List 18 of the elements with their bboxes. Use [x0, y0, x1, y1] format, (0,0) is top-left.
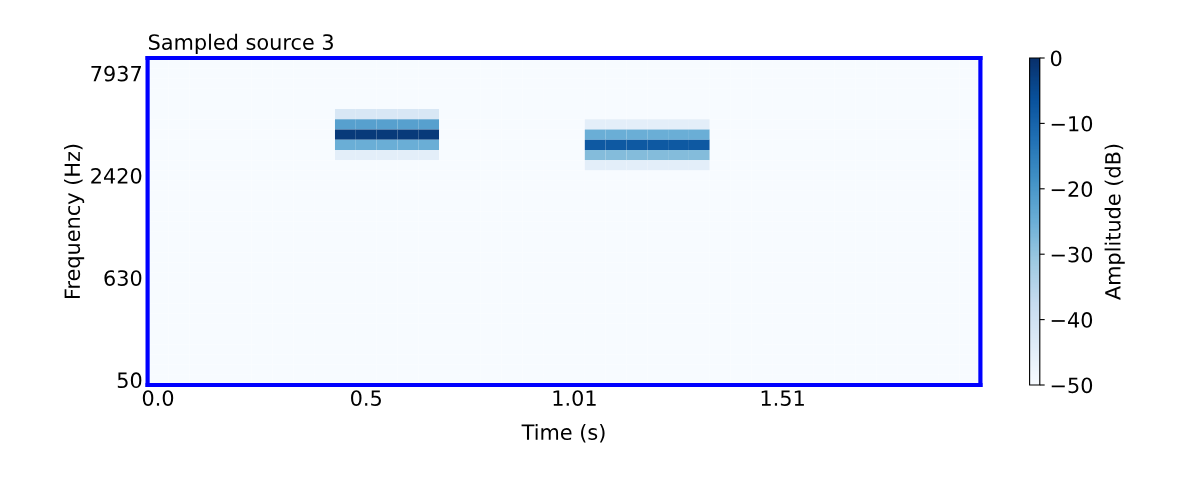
color-bar-title: Amplitude (dB) — [1104, 144, 1125, 300]
color-bar-label: 0 — [1050, 50, 1062, 67]
y-tick-label: 7937 — [91, 65, 141, 82]
color-bar-label: −10 — [1051, 115, 1093, 132]
color-bar-label: −50 — [1051, 377, 1093, 394]
y-tick-label: 50 — [117, 372, 142, 389]
y-axis-title: Frequency (Hz) — [64, 144, 85, 299]
x-tick-label: 0.5 — [351, 390, 381, 406]
x-tick-label: 1.51 — [761, 390, 804, 406]
color-bar-label: −20 — [1051, 181, 1093, 198]
chart-title: Sampled source 3 — [148, 33, 333, 54]
x-tick-label: 1.01 — [553, 390, 596, 406]
y-tick-label: 2420 — [91, 167, 142, 184]
x-axis-title: Time (s) — [521, 423, 605, 443]
color-bar-label: −40 — [1051, 312, 1093, 328]
x-tick-label: 0.0 — [142, 390, 174, 406]
color-bar-label: −30 — [1051, 246, 1093, 263]
y-tick-label: 630 — [104, 270, 142, 286]
